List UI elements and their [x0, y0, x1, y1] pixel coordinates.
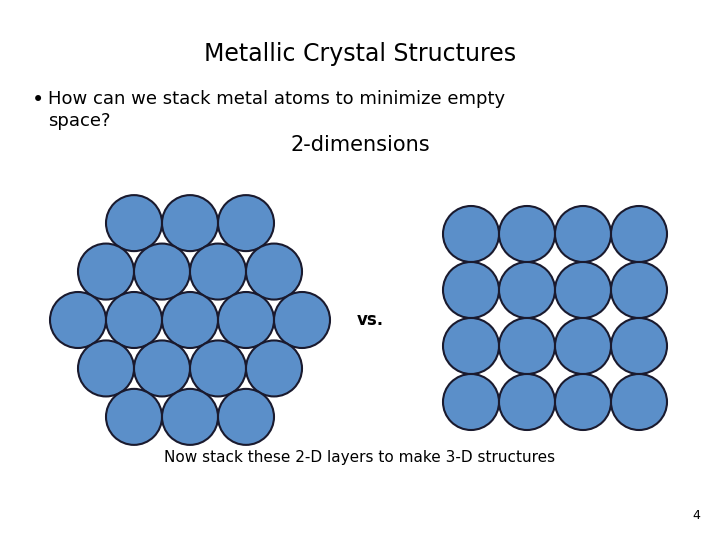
Circle shape: [555, 206, 611, 262]
Circle shape: [499, 262, 555, 318]
Circle shape: [162, 292, 218, 348]
Text: How can we stack metal atoms to minimize empty: How can we stack metal atoms to minimize…: [48, 90, 505, 108]
Circle shape: [162, 389, 218, 445]
Circle shape: [190, 340, 246, 396]
Circle shape: [50, 292, 106, 348]
Circle shape: [246, 244, 302, 300]
Circle shape: [190, 244, 246, 300]
Circle shape: [611, 374, 667, 430]
Circle shape: [218, 389, 274, 445]
Circle shape: [78, 244, 134, 300]
Text: space?: space?: [48, 112, 110, 130]
Circle shape: [499, 206, 555, 262]
Circle shape: [274, 292, 330, 348]
Circle shape: [106, 292, 162, 348]
Text: •: •: [32, 90, 44, 110]
Circle shape: [443, 206, 499, 262]
Circle shape: [218, 195, 274, 251]
Circle shape: [134, 244, 190, 300]
Circle shape: [611, 262, 667, 318]
Circle shape: [218, 292, 274, 348]
Circle shape: [611, 318, 667, 374]
Text: 4: 4: [692, 509, 700, 522]
Circle shape: [106, 389, 162, 445]
Circle shape: [443, 262, 499, 318]
Text: vs.: vs.: [356, 311, 384, 329]
Circle shape: [246, 340, 302, 396]
Circle shape: [611, 206, 667, 262]
Circle shape: [134, 340, 190, 396]
Text: Now stack these 2-D layers to make 3-D structures: Now stack these 2-D layers to make 3-D s…: [164, 450, 556, 465]
Circle shape: [499, 374, 555, 430]
Circle shape: [106, 195, 162, 251]
Circle shape: [443, 374, 499, 430]
Circle shape: [555, 318, 611, 374]
Circle shape: [162, 195, 218, 251]
Circle shape: [443, 318, 499, 374]
Circle shape: [499, 318, 555, 374]
Circle shape: [78, 340, 134, 396]
Circle shape: [555, 262, 611, 318]
Circle shape: [555, 374, 611, 430]
Text: Metallic Crystal Structures: Metallic Crystal Structures: [204, 42, 516, 66]
Text: 2-dimensions: 2-dimensions: [290, 135, 430, 155]
